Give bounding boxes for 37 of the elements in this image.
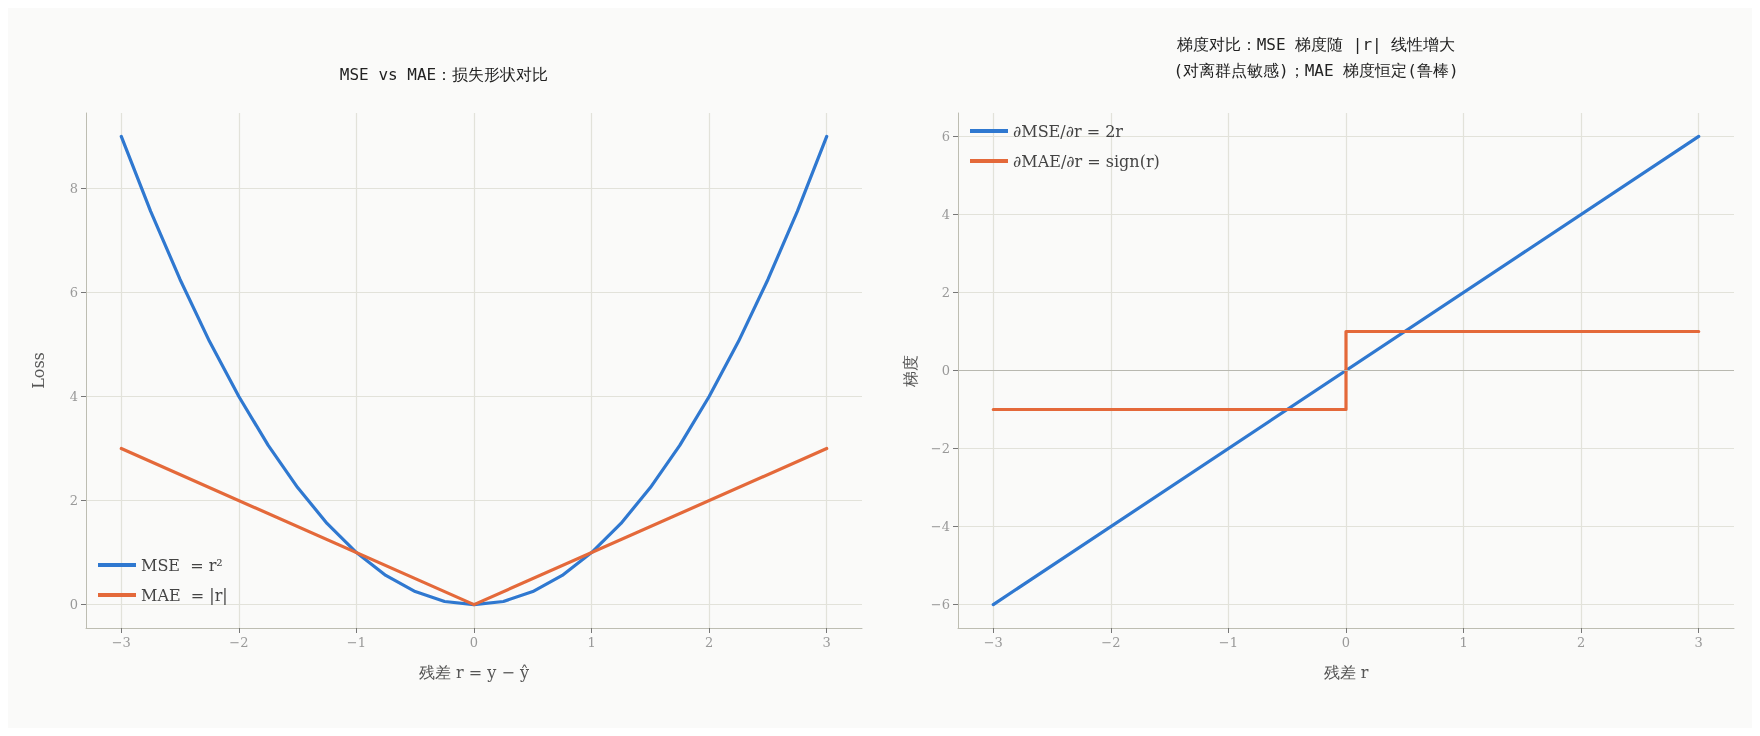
x-tick-label: −3 (111, 635, 131, 650)
x-tick-label: 2 (1577, 635, 1586, 650)
y-tick-label: 8 (69, 180, 78, 196)
y-tick-label: 2 (69, 493, 78, 509)
y-tick-label: 6 (69, 284, 78, 300)
x-tick-label: −2 (1101, 635, 1121, 650)
x-axis-title: 残差 r = y − ŷ (419, 662, 529, 682)
y-tick-label: 2 (941, 284, 950, 300)
chart-title: 梯度对比：MSE 梯度随 |r| 线性增大 (对离群点敏感)；MAE 梯度恒定(鲁棒) (1173, 34, 1459, 80)
legend-label: MSE = r² (141, 555, 223, 575)
x-tick-label: 0 (469, 635, 479, 650)
x-tick-label: −1 (1218, 635, 1239, 650)
x-tick-label: 1 (1459, 635, 1468, 650)
x-tick-label: 2 (705, 635, 714, 650)
x-tick-label: 3 (1694, 635, 1703, 650)
y-tick-label: 6 (941, 128, 950, 144)
x-tick-label: 1 (587, 635, 596, 650)
y-tick-label: 0 (69, 597, 78, 613)
x-tick-label: −2 (229, 635, 249, 650)
legend-label: MAE = |r| (141, 585, 228, 605)
y-axis-title: 梯度 (900, 354, 920, 388)
x-tick-label: 3 (822, 635, 831, 650)
x-tick-label: −1 (346, 635, 367, 650)
legend-label: ∂MSE/∂r = 2r (1013, 121, 1124, 141)
y-tick-label: −4 (930, 519, 950, 535)
chart-title: MSE vs MAE：损失形状对比 (339, 64, 549, 84)
y-tick-label: 4 (941, 206, 950, 222)
x-tick-label: 0 (1341, 635, 1351, 650)
y-tick-label: 0 (941, 363, 950, 378)
y-tick-label: −6 (930, 597, 950, 613)
y-tick-label: −2 (930, 441, 950, 457)
y-tick-label: 4 (69, 389, 78, 405)
x-tick-label: −3 (983, 635, 1003, 650)
line-series (119, 134, 829, 607)
x-axis-title: 残差 r (1323, 662, 1369, 682)
y-axis-title: Loss (28, 352, 48, 389)
legend-label: ∂MAE/∂r = sign(r) (1013, 151, 1160, 171)
